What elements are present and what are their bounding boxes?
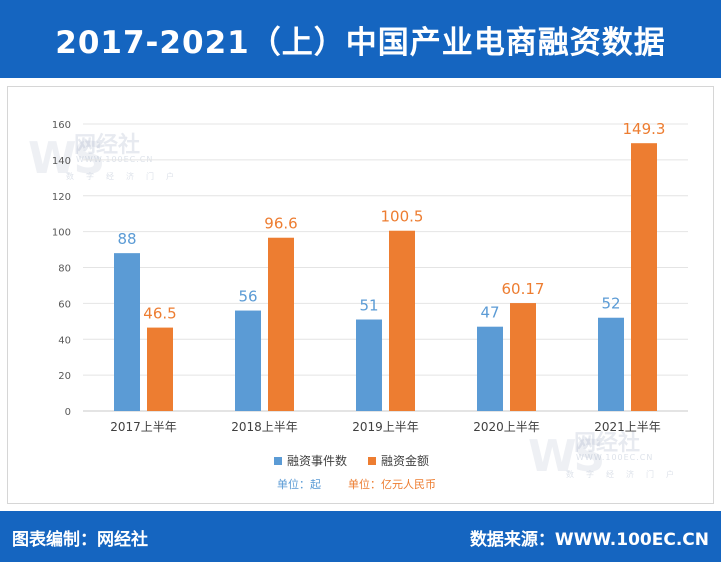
data-label: 52 xyxy=(601,295,620,313)
x-tick-label: 2017上半年 xyxy=(110,420,177,434)
data-label: 88 xyxy=(117,230,136,248)
chart-panel: WS 网经社 WWW.100EC.CN 数字经济门户 WS 网经社 WWW.10… xyxy=(7,86,714,504)
x-tick-label: 2021上半年 xyxy=(594,420,661,434)
y-tick-label: 140 xyxy=(52,156,71,167)
unit-note: 单位：亿元人民币 xyxy=(348,477,436,491)
bar xyxy=(477,326,503,411)
bar xyxy=(356,319,382,411)
bar xyxy=(631,143,657,412)
bar xyxy=(235,310,261,411)
data-label: 100.5 xyxy=(381,208,424,226)
footer-banner: 图表编制：网经社 数据来源：WWW.100EC.CN xyxy=(0,511,721,562)
footer-source: 数据来源：WWW.100EC.CN xyxy=(469,530,709,550)
legend-swatch xyxy=(274,457,282,465)
legend-label: 融资事件数 xyxy=(287,453,347,468)
x-tick-label: 2020上半年 xyxy=(473,420,540,434)
legend-label: 融资金额 xyxy=(381,453,429,468)
y-tick-label: 160 xyxy=(52,120,71,131)
bar xyxy=(598,317,624,411)
header-banner: 2017-2021（上）中国产业电商融资数据 xyxy=(0,0,721,78)
bar xyxy=(147,327,173,411)
data-label: 56 xyxy=(238,288,257,306)
page-title: 2017-2021（上）中国产业电商融资数据 xyxy=(55,24,666,61)
data-label: 60.17 xyxy=(502,280,545,298)
unit-note: 单位：起 xyxy=(277,477,321,491)
bar xyxy=(389,230,415,411)
footer-credit: 图表编制：网经社 xyxy=(12,530,148,550)
x-tick-label: 2018上半年 xyxy=(231,420,298,434)
data-label: 46.5 xyxy=(143,305,176,323)
bar-chart: 0 20 40 60 80 100 120 140 160 2017上半年 88 46.5 2018上半… xyxy=(52,120,688,491)
y-tick-label: 120 xyxy=(52,192,71,203)
bar xyxy=(510,303,536,411)
y-tick-label: 100 xyxy=(52,228,71,239)
y-tick-label: 40 xyxy=(58,335,71,346)
bar xyxy=(268,237,294,411)
y-tick-label: 80 xyxy=(58,264,71,275)
data-label: 96.6 xyxy=(264,215,297,233)
data-label: 51 xyxy=(359,297,378,315)
y-tick-label: 20 xyxy=(58,371,71,382)
data-label: 149.3 xyxy=(623,120,666,138)
data-label: 47 xyxy=(480,304,499,322)
x-tick-label: 2019上半年 xyxy=(352,420,419,434)
bar xyxy=(114,253,140,411)
y-tick-label: 0 xyxy=(65,407,71,418)
legend-swatch xyxy=(368,457,376,465)
y-tick-label: 60 xyxy=(58,299,71,310)
